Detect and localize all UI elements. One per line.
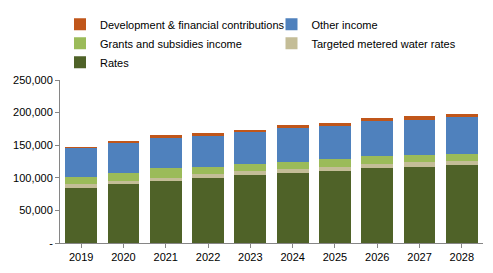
svg-text:2019: 2019 (69, 251, 93, 263)
svg-text:2027: 2027 (407, 251, 431, 263)
svg-text:Rates: Rates (100, 57, 129, 69)
svg-text:50,000: 50,000 (19, 204, 53, 216)
svg-text:2024: 2024 (280, 251, 304, 263)
svg-text:250,000: 250,000 (13, 74, 53, 86)
svg-text:Development & financial contri: Development & financial contributions (100, 19, 285, 31)
svg-text:200,000: 200,000 (13, 106, 53, 118)
svg-text:2026: 2026 (365, 251, 389, 263)
svg-text:2025: 2025 (323, 251, 347, 263)
svg-text:100,000: 100,000 (13, 172, 53, 184)
svg-text:2022: 2022 (196, 251, 220, 263)
svg-text:150,000: 150,000 (13, 139, 53, 151)
svg-text:Grants and subsidies income: Grants and subsidies income (100, 38, 242, 50)
svg-text:-: - (49, 237, 53, 249)
svg-text:2028: 2028 (450, 251, 474, 263)
svg-text:2020: 2020 (111, 251, 135, 263)
svg-text:2023: 2023 (238, 251, 262, 263)
svg-text:2021: 2021 (154, 251, 178, 263)
svg-text:Other income: Other income (312, 19, 378, 31)
svg-text:Targeted metered water rates: Targeted metered water rates (312, 38, 456, 50)
